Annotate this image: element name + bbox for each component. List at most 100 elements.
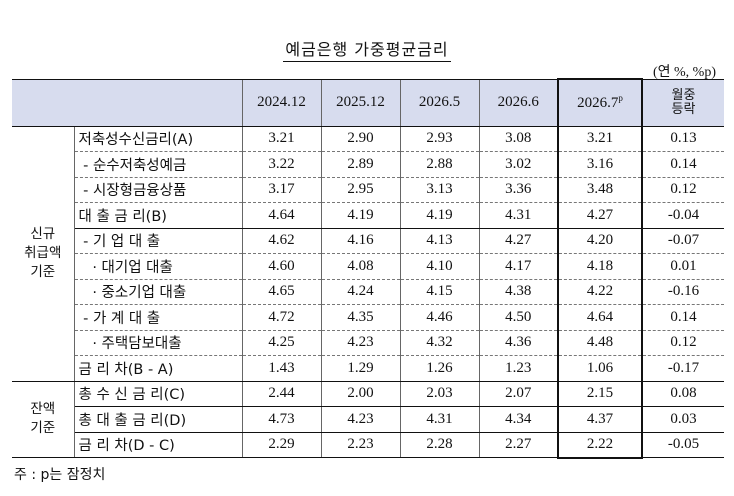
cell-value: 4.15 (399, 279, 479, 305)
table-row: 신규 취급액 기준 저축성수신금리(A) 3.21 2.90 2.93 3.08 3.21 0.1… (12, 126, 724, 382)
cell-value: -0.16 (641, 279, 724, 305)
cell-value: 3.17 (241, 177, 321, 203)
cell-value-highlighted: 4.37 (557, 406, 643, 433)
table-row: - 순수저축성예금 3.22 2.89 2.88 3.02 3.16 0.14 (12, 151, 724, 178)
cell-value: 4.62 (241, 228, 321, 254)
col-header-highlighted: 2026.7p (557, 78, 643, 127)
cell-value: 0.14 (641, 304, 724, 331)
cell-value-highlighted: 2.22 (557, 432, 643, 459)
row-label: 금 리 차(D - C) (74, 432, 242, 458)
cell-value: 2.29 (241, 432, 321, 458)
cell-value: 4.60 (241, 253, 321, 280)
table-row: 대 출 금 리(B) 4.64 4.19 4.19 4.31 4.27 -0.04 (12, 202, 724, 229)
row-label: - 시장형금융상품 (74, 177, 242, 203)
row-label: · 중소기업 대출 (74, 279, 242, 305)
cell-value-highlighted: 1.06 (557, 355, 643, 382)
row-label: - 가 계 대 출 (74, 304, 242, 331)
table-row: · 대기업 대출 4.60 4.08 4.10 4.17 4.18 0.01 (12, 253, 724, 280)
cell-value: 4.65 (241, 279, 321, 305)
cell-value: 4.16 (320, 228, 400, 254)
cell-value: 2.93 (399, 126, 479, 152)
cell-value: 4.50 (478, 304, 558, 331)
provisional-mark: p (618, 93, 623, 104)
cell-value: 1.23 (478, 355, 558, 382)
row-label: 저축성수신금리(A) (74, 126, 242, 152)
cell-value: -0.17 (641, 355, 724, 382)
cell-value: 4.35 (320, 304, 400, 331)
cell-value-highlighted: 3.48 (557, 177, 643, 203)
header-blank (12, 78, 242, 127)
cell-value: 4.23 (320, 330, 400, 356)
cell-value: 4.73 (241, 406, 321, 433)
cell-value: 4.17 (478, 253, 558, 280)
cell-value: 2.07 (478, 381, 558, 407)
footnote: 주 : p는 잠정치 (14, 467, 106, 483)
table-title: 예금은행 가중평균금리 (0, 36, 734, 62)
cell-value: 0.14 (641, 151, 724, 178)
cell-value: 4.32 (399, 330, 479, 356)
group-label-new: 신규 취급액 기준 (12, 126, 75, 382)
cell-value: 4.23 (320, 406, 400, 433)
cell-value-highlighted: 3.16 (557, 151, 643, 178)
table-row: - 가 계 대 출 4.72 4.35 4.46 4.50 4.64 0.14 (12, 304, 724, 331)
cell-value-highlighted: 4.18 (557, 253, 643, 280)
cell-value: 0.08 (641, 381, 724, 407)
row-label: - 순수저축성예금 (74, 151, 242, 178)
table-row: - 기 업 대 출 4.62 4.16 4.13 4.27 4.20 -0.07 (12, 228, 724, 254)
row-label: 대 출 금 리(B) (74, 202, 242, 229)
cell-value: -0.04 (641, 202, 724, 229)
table-row: 금 리 차(B - A) 1.43 1.29 1.26 1.23 1.06 -0.17 (12, 355, 724, 382)
row-label: 총 대 출 금 리(D) (74, 406, 242, 433)
cell-value: 4.10 (399, 253, 479, 280)
cell-value: 0.12 (641, 330, 724, 356)
header-row: 2024.12 2025.12 2026.5 2026.6 2026.7p 월중… (12, 78, 724, 127)
row-label: - 기 업 대 출 (74, 228, 242, 254)
cell-value-highlighted: 4.27 (557, 202, 643, 229)
col-header: 2025.12 (320, 78, 400, 127)
cell-value: 3.22 (241, 151, 321, 178)
table-row: 금 리 차(D - C) 2.29 2.23 2.28 2.27 2.22 -0.05 (12, 432, 724, 459)
cell-value: 2.88 (399, 151, 479, 178)
cell-value: 4.31 (478, 202, 558, 229)
cell-value: 4.13 (399, 228, 479, 254)
row-label: · 주택담보대출 (74, 330, 242, 356)
col-header: 2026.6 (478, 78, 558, 127)
cell-value: 2.00 (320, 381, 400, 407)
cell-value-highlighted: 3.21 (557, 126, 643, 152)
cell-value: 0.01 (641, 253, 724, 280)
table-row: · 주택담보대출 4.25 4.23 4.32 4.36 4.48 0.12 (12, 330, 724, 356)
cell-value: 3.08 (478, 126, 558, 152)
table-row: 잔액 기준 총 수 신 금 리(C) 2.44 2.00 2.03 2.07 2.15 0.08 (12, 381, 724, 458)
cell-value: 3.36 (478, 177, 558, 203)
interest-rate-table: 2024.12 2025.12 2026.5 2026.6 2026.7p 월중… (12, 78, 724, 459)
cell-value: 2.89 (320, 151, 400, 178)
cell-value-highlighted: 4.48 (557, 330, 643, 356)
cell-value: 1.26 (399, 355, 479, 382)
cell-value: 4.25 (241, 330, 321, 356)
cell-value: 2.23 (320, 432, 400, 458)
cell-value: -0.07 (641, 228, 724, 254)
cell-value: 0.03 (641, 406, 724, 433)
cell-value: 4.27 (478, 228, 558, 254)
group-label-balance: 잔액 기준 (12, 381, 75, 458)
table-row: · 중소기업 대출 4.65 4.24 4.15 4.38 4.22 -0.16 (12, 279, 724, 305)
cell-value: 2.44 (241, 381, 321, 407)
col-header: 2024.12 (241, 78, 321, 127)
cell-value: 2.27 (478, 432, 558, 458)
cell-value: 2.03 (399, 381, 479, 407)
table-row: 총 대 출 금 리(D) 4.73 4.23 4.31 4.34 4.37 0.03 (12, 406, 724, 433)
cell-value: 4.38 (478, 279, 558, 305)
cell-value: -0.05 (641, 432, 724, 458)
cell-value: 4.19 (320, 202, 400, 229)
unit-label: (연 %, %p) (652, 65, 716, 80)
row-label: · 대기업 대출 (74, 253, 242, 280)
cell-value: 4.19 (399, 202, 479, 229)
cell-value: 3.02 (478, 151, 558, 178)
cell-value: 4.36 (478, 330, 558, 356)
row-label: 금 리 차(B - A) (74, 355, 242, 382)
cell-value-highlighted: 4.20 (557, 228, 643, 254)
cell-value: 2.90 (320, 126, 400, 152)
cell-value: 2.95 (320, 177, 400, 203)
cell-value: 4.46 (399, 304, 479, 331)
cell-value: 3.13 (399, 177, 479, 203)
